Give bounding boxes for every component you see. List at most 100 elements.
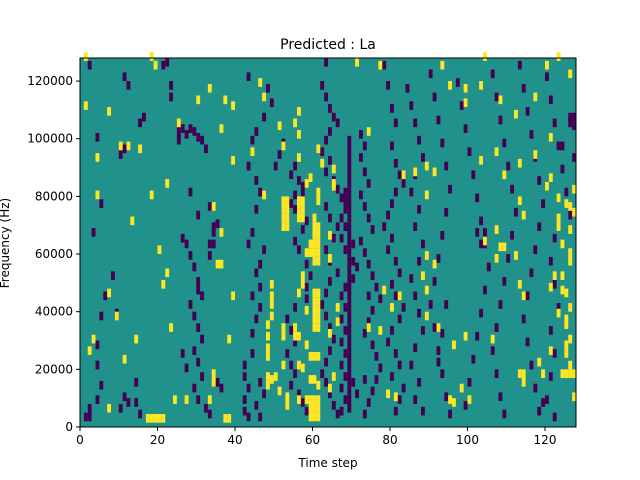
high-value-cell: [390, 303, 394, 312]
high-value-cell: [560, 285, 565, 295]
high-value-cell: [211, 369, 216, 378]
low-value-cell: [413, 222, 418, 231]
low-value-cell: [525, 107, 530, 116]
low-value-cell: [324, 135, 329, 145]
high-value-cell: [312, 375, 317, 384]
high-value-cell: [564, 288, 569, 298]
low-value-cell: [169, 81, 174, 90]
low-value-cell: [409, 274, 414, 283]
x-axis: 0 20 40 60 80 100 120: [76, 427, 556, 447]
high-value-cell: [300, 205, 305, 214]
low-value-cell: [250, 291, 255, 301]
low-value-cell: [393, 291, 398, 301]
low-value-cell: [560, 164, 565, 174]
low-value-cell: [471, 170, 476, 180]
low-value-cell: [293, 205, 298, 214]
high-value-cell: [316, 248, 321, 257]
high-value-cell: [568, 360, 573, 370]
high-value-cell: [517, 279, 522, 289]
low-value-cell: [297, 245, 301, 255]
low-value-cell: [366, 317, 371, 327]
low-value-cell: [413, 343, 418, 353]
low-value-cell: [211, 222, 216, 231]
high-value-cell: [211, 202, 216, 211]
low-value-cell: [448, 409, 453, 419]
high-value-cell: [231, 291, 236, 301]
low-value-cell: [343, 372, 348, 381]
high-value-cell: [514, 109, 518, 119]
low-value-cell: [440, 369, 445, 378]
low-value-cell: [390, 233, 394, 243]
low-value-cell: [494, 92, 499, 102]
low-value-cell: [343, 326, 348, 335]
high-value-cell: [483, 236, 487, 246]
high-value-cell: [568, 334, 573, 344]
low-value-cell: [436, 254, 441, 263]
low-value-cell: [502, 138, 507, 148]
low-value-cell: [300, 181, 305, 191]
low-value-cell: [254, 401, 259, 410]
high-value-cell: [316, 288, 321, 298]
low-value-cell: [359, 190, 363, 200]
low-value-cell: [347, 334, 352, 344]
low-value-cell: [328, 346, 332, 355]
plot-frame: [79, 57, 577, 428]
low-value-cell: [246, 239, 251, 249]
low-value-cell: [339, 383, 344, 393]
low-value-cell: [362, 167, 367, 177]
low-value-cell: [339, 406, 344, 416]
low-value-cell: [324, 357, 329, 367]
high-value-cell: [223, 414, 228, 423]
low-value-cell: [328, 277, 332, 286]
low-value-cell: [417, 377, 422, 387]
low-value-cell: [382, 222, 387, 231]
low-value-cell: [355, 262, 360, 272]
high-value-cell: [300, 363, 305, 373]
high-value-cell: [572, 392, 577, 402]
low-value-cell: [510, 230, 515, 240]
low-value-cell: [421, 153, 425, 162]
y-tick-label: 20000: [35, 362, 73, 376]
high-value-cell: [564, 369, 569, 378]
low-value-cell: [207, 202, 212, 211]
low-value-cell: [351, 239, 356, 249]
low-value-cell: [126, 398, 131, 407]
high-value-cell: [494, 225, 499, 234]
high-value-cell: [258, 78, 263, 87]
low-value-cell: [242, 372, 247, 381]
low-value-cell: [339, 213, 344, 223]
low-value-cell: [304, 259, 309, 269]
low-value-cell: [347, 170, 352, 180]
low-value-cell: [91, 228, 96, 237]
high-value-cell: [312, 314, 317, 324]
high-value-cell: [277, 386, 282, 396]
low-value-cell: [204, 403, 208, 413]
high-value-cell: [83, 101, 88, 110]
high-value-cell: [463, 98, 468, 108]
low-value-cell: [304, 406, 309, 416]
low-value-cell: [397, 268, 402, 278]
high-value-cell: [316, 305, 321, 315]
low-value-cell: [556, 141, 561, 151]
high-value-cell: [297, 196, 301, 206]
low-value-cell: [308, 271, 313, 280]
high-value-cell: [537, 357, 542, 367]
low-value-cell: [362, 375, 367, 384]
low-value-cell: [490, 346, 495, 355]
high-value-cell: [572, 207, 577, 217]
low-value-cell: [335, 268, 340, 278]
high-value-cell: [521, 369, 526, 378]
low-value-cell: [475, 331, 480, 341]
high-value-cell: [134, 334, 139, 344]
low-value-cell: [138, 409, 143, 419]
low-value-cell: [87, 412, 92, 422]
high-value-cell: [161, 414, 166, 423]
low-value-cell: [475, 228, 480, 237]
high-value-cell: [297, 288, 301, 298]
high-value-cell: [452, 340, 456, 350]
low-value-cell: [95, 395, 100, 404]
high-value-cell: [564, 340, 569, 350]
high-value-cell: [266, 343, 270, 353]
high-value-cell: [285, 196, 290, 206]
high-value-cell: [297, 130, 301, 139]
